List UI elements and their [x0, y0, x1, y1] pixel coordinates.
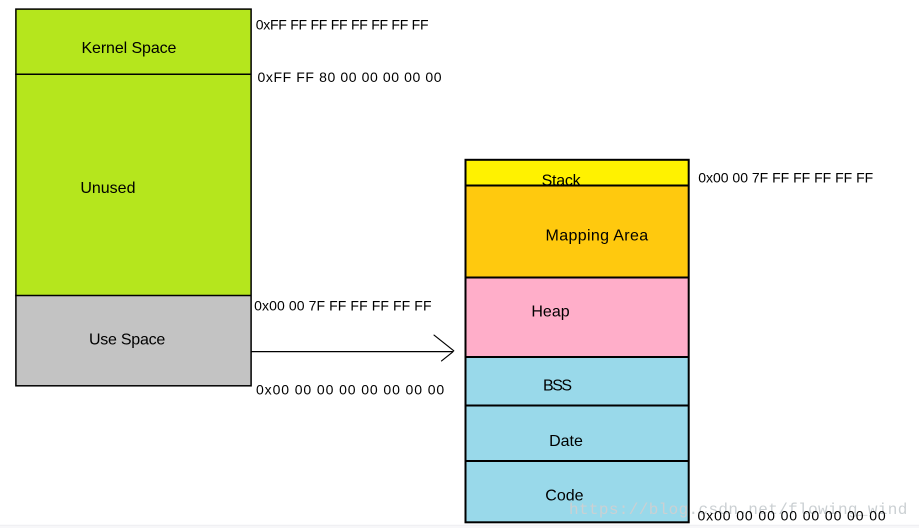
svg-text:Mapping Area: Mapping Area — [546, 227, 649, 244]
svg-text:Date: Date — [549, 433, 583, 450]
svg-text:Unused: Unused — [80, 180, 135, 197]
svg-text:https://blog.csdn.net/flowing_: https://blog.csdn.net/flowing_wind — [569, 501, 908, 519]
svg-text:Code: Code — [545, 488, 583, 505]
svg-text:0xFF FF FF FF FF FF FF FF: 0xFF FF FF FF FF FF FF FF — [256, 17, 429, 33]
svg-text:Kernel Space: Kernel Space — [81, 40, 176, 57]
svg-text:0x00 00 7F FF FF FF FF FF: 0x00 00 7F FF FF FF FF FF — [254, 298, 432, 314]
svg-text:Heap: Heap — [531, 304, 569, 321]
svg-text:0x00 00 00 00 00 00 00 00: 0x00 00 00 00 00 00 00 00 — [698, 507, 887, 523]
svg-text:Stack: Stack — [542, 173, 582, 190]
svg-text:Use Space: Use Space — [89, 331, 165, 348]
svg-text:0x00 00 7F FF FF FF FF FF: 0x00 00 7F FF FF FF FF FF — [698, 170, 873, 186]
svg-text:0x00 00 00 00 00 00 00 00: 0x00 00 00 00 00 00 00 00 — [256, 382, 445, 398]
svg-text:BSS: BSS — [543, 378, 571, 395]
svg-text:0xFF FF 80 00 00 00 00 00: 0xFF FF 80 00 00 00 00 00 — [258, 69, 443, 85]
